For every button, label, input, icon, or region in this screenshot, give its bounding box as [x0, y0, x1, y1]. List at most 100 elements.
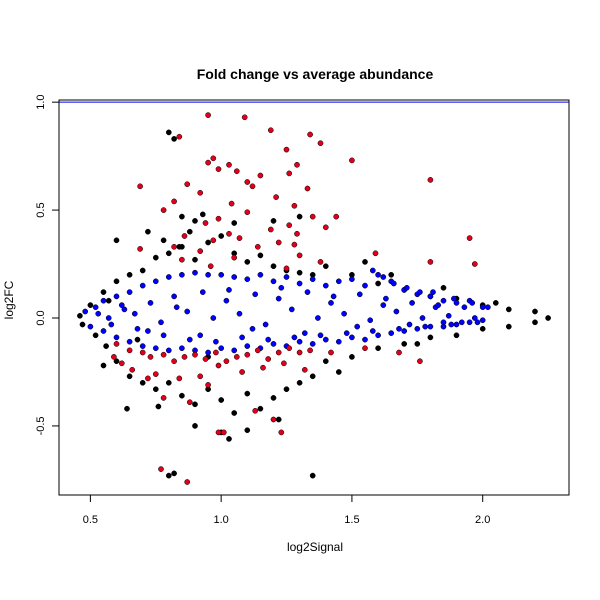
- data-point-red: [233, 168, 240, 175]
- data-point-blue: [218, 271, 225, 278]
- data-point-black: [160, 237, 167, 244]
- data-point-blue: [349, 276, 355, 283]
- data-point-red: [307, 131, 313, 138]
- data-point-black: [165, 472, 172, 479]
- data-point-blue: [406, 321, 413, 328]
- y-tick-label: 1.0: [35, 95, 47, 110]
- data-point-blue: [197, 332, 204, 339]
- data-point-blue: [375, 332, 381, 339]
- data-point-black: [145, 228, 151, 235]
- data-point-black: [113, 358, 120, 365]
- data-point-black: [362, 259, 368, 265]
- data-point-red: [207, 263, 214, 270]
- x-axis-label: log2Signal: [287, 540, 343, 554]
- data-point-blue: [396, 325, 402, 332]
- data-point-red: [118, 360, 125, 367]
- data-point-red: [296, 252, 303, 259]
- data-point-blue: [244, 343, 251, 349]
- data-point-blue: [244, 276, 251, 283]
- data-point-blue: [354, 323, 361, 330]
- data-point-black: [179, 213, 185, 220]
- data-point-black: [375, 280, 381, 287]
- data-point-red: [309, 213, 316, 220]
- data-point-blue: [262, 321, 269, 328]
- data-point-blue: [145, 328, 151, 334]
- data-point-blue: [409, 300, 415, 306]
- data-point-blue: [179, 345, 185, 352]
- data-point-blue: [87, 323, 94, 330]
- data-point-black: [205, 239, 211, 246]
- data-point-red: [197, 373, 204, 380]
- data-point-blue: [121, 306, 128, 313]
- data-point-blue: [451, 295, 457, 302]
- data-point-red: [228, 200, 235, 207]
- data-point-red: [286, 222, 293, 229]
- data-point-blue: [315, 315, 321, 321]
- data-point-red: [265, 356, 272, 362]
- y-axis-label: log2FC: [2, 280, 16, 319]
- data-point-blue: [82, 308, 89, 315]
- data-point-black: [479, 325, 486, 332]
- y-tick-label: 0.0: [35, 310, 47, 325]
- data-point-black: [103, 343, 109, 349]
- data-point-red: [184, 479, 191, 485]
- data-point-red: [210, 155, 217, 162]
- data-point-red: [291, 202, 298, 209]
- data-point-blue: [205, 349, 211, 356]
- data-point-blue: [393, 308, 400, 315]
- data-point-blue: [458, 319, 465, 326]
- data-point-blue: [160, 332, 167, 339]
- data-point-black: [401, 341, 408, 347]
- data-point-blue: [466, 319, 473, 326]
- data-point-black: [309, 373, 316, 380]
- data-point-red: [202, 356, 209, 362]
- data-point-blue: [210, 315, 217, 321]
- data-point-blue: [430, 289, 436, 295]
- data-point-black: [113, 237, 120, 244]
- data-point-black: [427, 334, 434, 341]
- y-tick-label: -0.5: [35, 416, 47, 435]
- data-point-blue: [369, 267, 376, 274]
- data-point-blue: [291, 334, 298, 341]
- data-point-red: [301, 366, 308, 373]
- data-point-black: [165, 250, 172, 257]
- data-point-black: [505, 323, 512, 330]
- data-point-black: [192, 423, 198, 429]
- data-point-red: [252, 407, 259, 414]
- data-point-blue: [173, 304, 180, 311]
- data-point-black: [414, 341, 421, 347]
- data-point-blue: [301, 330, 308, 336]
- data-point-red: [244, 209, 251, 216]
- data-point-black: [186, 228, 193, 235]
- data-point-red: [283, 146, 290, 153]
- data-point-blue: [192, 269, 198, 276]
- data-point-black: [244, 427, 251, 434]
- data-point-black: [155, 403, 162, 410]
- data-point-black: [192, 401, 198, 408]
- data-point-blue: [158, 319, 164, 326]
- data-point-black: [218, 233, 225, 239]
- data-point-blue: [126, 338, 133, 345]
- data-point-blue: [453, 321, 460, 328]
- data-point-red: [273, 194, 279, 200]
- data-point-red: [286, 345, 293, 352]
- data-point-red: [152, 371, 159, 377]
- data-point-red: [205, 382, 211, 388]
- data-point-blue: [134, 325, 141, 332]
- data-point-blue: [417, 289, 423, 295]
- data-point-blue: [92, 304, 99, 311]
- data-point-red: [171, 198, 177, 205]
- x-tick-label: 1.5: [344, 514, 359, 526]
- data-point-blue: [113, 293, 120, 300]
- data-point-black: [244, 259, 251, 265]
- data-point-red: [286, 170, 293, 177]
- data-point-red: [205, 112, 211, 118]
- data-point-red: [202, 220, 209, 226]
- data-point-blue: [375, 271, 381, 278]
- data-point-red: [372, 250, 379, 257]
- data-point-black: [139, 267, 146, 274]
- data-point-black: [532, 319, 538, 326]
- data-point-black: [171, 470, 177, 477]
- data-point-red: [226, 230, 232, 237]
